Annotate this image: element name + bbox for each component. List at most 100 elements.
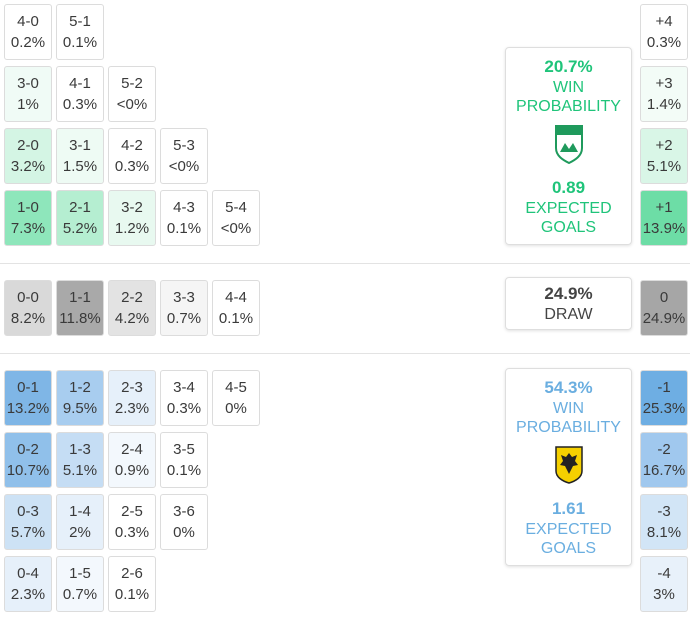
win-probability: 54.3% [544, 377, 593, 397]
margin-cell: +1 13.9% [640, 190, 688, 246]
goal-difference: -4 [657, 565, 671, 582]
probability: 0.1% [166, 220, 202, 237]
probability: 5.1% [646, 158, 682, 175]
probability: 2.3% [114, 400, 150, 417]
goal-difference: +3 [655, 75, 673, 92]
score-cell: 0-0 8.2% [4, 280, 52, 336]
probability: <0% [116, 96, 148, 113]
score-cell: 0-4 2.3% [4, 556, 52, 612]
score-cell: 4-2 0.3% [108, 128, 156, 184]
probability: 0.7% [166, 310, 202, 327]
score: 4-4 [225, 289, 247, 306]
score-cell: 5-4 <0% [212, 190, 260, 246]
score: 3-4 [173, 379, 195, 396]
probability: 0.2% [10, 34, 46, 51]
score: 5-4 [225, 199, 247, 216]
margin-cell: -3 8.1% [640, 494, 688, 550]
score: 3-2 [121, 199, 143, 216]
expected-goals-label: EXPECTED GOALS [525, 199, 612, 236]
probability: 1.2% [114, 220, 150, 237]
probability: 25.3% [642, 400, 686, 417]
win-probability: 20.7% [544, 56, 593, 76]
score: 1-2 [69, 379, 91, 396]
score-cell: 1-5 0.7% [56, 556, 104, 612]
goal-difference: +1 [655, 199, 673, 216]
score: 2-5 [121, 503, 143, 520]
score-cell: 2-5 0.3% [108, 494, 156, 550]
score-cell: 2-3 2.3% [108, 370, 156, 426]
probability: 8.2% [10, 310, 46, 327]
score-cell: 4-4 0.1% [212, 280, 260, 336]
probability: 11.8% [59, 310, 101, 327]
separator [0, 353, 690, 354]
score-cell: 3-6 0% [160, 494, 208, 550]
score: 5-2 [121, 75, 143, 92]
probability: 3.2% [10, 158, 46, 175]
score-cell: 2-4 0.9% [108, 432, 156, 488]
score-cell: 0-1 13.2% [4, 370, 52, 426]
summary-card: 54.3% WIN PROBABILITY 1.61 EXPECTED GOALS [505, 368, 632, 566]
score-cell: 5-2 <0% [108, 66, 156, 122]
score: 0-4 [17, 565, 39, 582]
score: 2-1 [69, 199, 91, 216]
score-cell: 2-1 5.2% [56, 190, 104, 246]
expected-goals-label: EXPECTED GOALS [525, 520, 612, 557]
score: 1-4 [69, 503, 91, 520]
score-cell: 1-3 5.1% [56, 432, 104, 488]
margin-cell: -4 3% [640, 556, 688, 612]
probability: 10.7% [6, 462, 50, 479]
probability: 24.9% [642, 310, 686, 327]
summary-card: 24.9% DRAW [505, 277, 632, 330]
probability: 5.2% [62, 220, 98, 237]
goal-difference: -3 [657, 503, 671, 520]
margin-cell: +2 5.1% [640, 128, 688, 184]
score-cell: 5-1 0.1% [56, 4, 104, 60]
score-cell: 5-3 <0% [160, 128, 208, 184]
probability: 1.4% [646, 96, 682, 113]
score: 3-6 [173, 503, 195, 520]
score-cell: 3-5 0.1% [160, 432, 208, 488]
score: 3-5 [173, 441, 195, 458]
probability: 3% [653, 586, 675, 603]
probability: <0% [220, 220, 252, 237]
score-cell: 1-4 2% [56, 494, 104, 550]
score-cell: 4-0 0.2% [4, 4, 52, 60]
team-logo [554, 445, 584, 490]
probability: 0.3% [114, 524, 150, 541]
score: 2-2 [121, 289, 143, 306]
score-cell: 3-3 0.7% [160, 280, 208, 336]
margin-cell: +3 1.4% [640, 66, 688, 122]
probability: 5.7% [10, 524, 46, 541]
score: 3-3 [173, 289, 195, 306]
probability: 4.2% [114, 310, 150, 327]
probability: 0% [173, 524, 195, 541]
score-cell: 3-4 0.3% [160, 370, 208, 426]
expected-goals: 0.89 [551, 177, 586, 197]
probability: 13.2% [6, 400, 50, 417]
score: 4-5 [225, 379, 247, 396]
margin-cell: +4 0.3% [640, 4, 688, 60]
margin-cell: -2 16.7% [640, 432, 688, 488]
probability: 16.7% [642, 462, 686, 479]
score: 2-0 [17, 137, 39, 154]
score-cell: 2-6 0.1% [108, 556, 156, 612]
label: WIN PROBABILITY [516, 399, 621, 436]
score: 4-1 [69, 75, 91, 92]
probability: 0.1% [218, 310, 254, 327]
score: 0-0 [17, 289, 39, 306]
score-cell: 3-0 1% [4, 66, 52, 122]
probability: 8.1% [646, 524, 682, 541]
score-cell: 2-2 4.2% [108, 280, 156, 336]
score: 0-1 [17, 379, 39, 396]
probability: 0.1% [114, 586, 150, 603]
goal-difference: 0 [659, 289, 669, 306]
score: 0-2 [17, 441, 39, 458]
score: 2-3 [121, 379, 143, 396]
score-cell: 4-3 0.1% [160, 190, 208, 246]
score-cell: 1-1 11.8% [56, 280, 104, 336]
probability: 2.3% [10, 586, 46, 603]
probability: 0.3% [62, 96, 98, 113]
probability: 7.3% [10, 220, 46, 237]
score-cell: 0-2 10.7% [4, 432, 52, 488]
